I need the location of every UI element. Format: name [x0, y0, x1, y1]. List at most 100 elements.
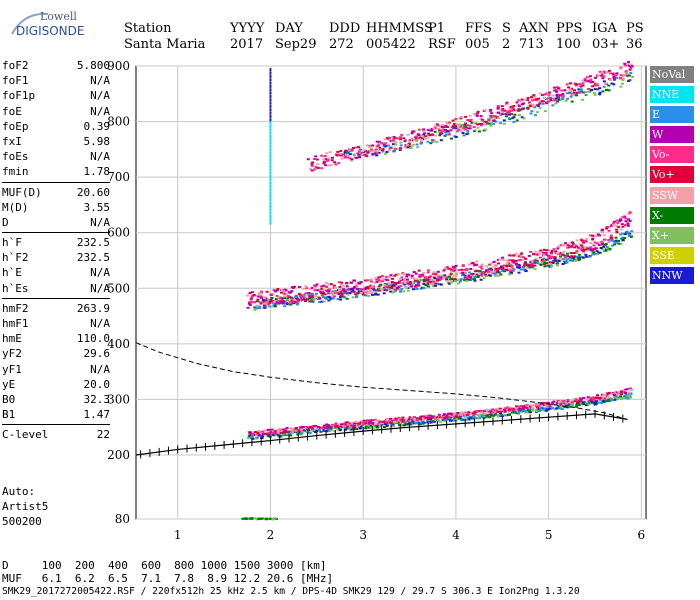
x-echo-2hop	[422, 278, 426, 281]
o-echo-2hop	[256, 298, 260, 301]
o-echo-1hop	[506, 406, 510, 409]
x-echo-1hop	[626, 397, 630, 400]
o-echo-2hop	[534, 257, 538, 260]
o-echo-2hop	[470, 274, 474, 277]
x-echo-3hop	[386, 144, 390, 147]
o-echo-2hop	[512, 261, 516, 264]
o-echo-2hop	[595, 235, 599, 238]
o-echo-1hop	[340, 423, 344, 426]
o-echo-2hop	[553, 256, 557, 259]
o-echo-2hop	[311, 295, 315, 298]
x-echo-1hop	[612, 396, 616, 399]
o-echo-2hop	[592, 244, 596, 247]
o-echo-2hop	[603, 238, 607, 241]
o-echo-2hop	[292, 285, 296, 288]
x-echo-3hop	[581, 98, 585, 101]
o-echo-3hop	[568, 90, 572, 93]
val-yyyy: 2017	[230, 37, 264, 52]
x-echo-3hop	[455, 130, 459, 133]
o-echo-2hop	[262, 304, 266, 307]
o-echo-2hop	[400, 276, 404, 279]
o-echo-1hop	[565, 402, 569, 405]
o-echo-2hop	[471, 261, 475, 264]
o-echo-2hop	[445, 265, 449, 268]
x-echo-2hop	[345, 297, 349, 300]
x-echo-2hop	[262, 299, 266, 302]
o-echo-2hop	[591, 249, 595, 252]
o-echo-2hop	[248, 301, 252, 304]
x-echo-1hop	[410, 421, 414, 424]
o-echo-3hop	[419, 140, 423, 143]
x-echo-1hop	[541, 409, 545, 412]
o-echo-3hop	[508, 107, 512, 110]
o-echo-2hop	[572, 252, 576, 255]
o-echo-2hop	[259, 302, 263, 305]
o-echo-3hop	[406, 133, 410, 136]
noise-column	[269, 161, 272, 165]
o-echo-3hop	[553, 86, 557, 89]
o-echo-2hop	[505, 265, 509, 268]
o-echo-2hop	[514, 252, 518, 255]
o-echo-2hop	[278, 302, 282, 305]
x-echo-3hop	[411, 143, 415, 146]
x-echo-2hop	[382, 292, 386, 295]
o-echo-3hop	[626, 63, 630, 66]
x-echo-1hop	[556, 405, 560, 408]
o-echo-2hop	[570, 245, 574, 248]
o-echo-2hop	[395, 287, 399, 290]
o-echo-3hop	[340, 152, 344, 155]
o-echo-1hop	[347, 423, 351, 426]
x-echo-1hop	[463, 415, 467, 418]
o-echo-2hop	[283, 288, 287, 291]
o-echo-2hop	[454, 275, 458, 278]
o-echo-2hop	[461, 265, 465, 268]
o-echo-2hop	[615, 231, 619, 234]
o-echo-1hop	[586, 397, 590, 400]
o-echo-3hop	[382, 143, 386, 146]
x-echo-2hop	[611, 244, 615, 247]
param-value: N/A	[90, 215, 110, 229]
o-echo-2hop	[431, 272, 435, 275]
o-echo-1hop	[316, 425, 320, 428]
x-echo-1hop	[373, 425, 377, 428]
o-echo-2hop	[469, 276, 473, 279]
x-echo-3hop	[462, 134, 466, 137]
o-echo-2hop	[285, 289, 289, 292]
x-echo-2hop	[445, 278, 449, 281]
o-echo-2hop	[519, 258, 523, 261]
legend-item: X-	[650, 206, 694, 224]
o-echo-2hop	[370, 280, 374, 283]
o-echo-1hop	[334, 422, 338, 425]
o-echo-3hop	[373, 150, 377, 153]
x-echo-1hop	[566, 404, 570, 407]
o-echo-1hop	[528, 405, 532, 408]
x-echo-3hop	[582, 91, 586, 94]
o-echo-1hop	[250, 432, 254, 435]
x-echo-1hop	[308, 432, 312, 435]
x-echo-2hop	[343, 292, 347, 295]
o-echo-1hop	[278, 432, 282, 435]
o-echo-3hop	[451, 119, 455, 122]
o-echo-3hop	[589, 79, 593, 82]
o-echo-1hop	[577, 401, 581, 404]
x-echo-3hop	[504, 115, 508, 118]
x-echo-2hop	[500, 265, 504, 268]
x-echo-1hop	[359, 425, 363, 428]
o-echo-2hop	[493, 265, 497, 268]
o-echo-1hop	[298, 425, 302, 428]
x-echo-2hop	[364, 294, 368, 297]
o-echo-1hop	[436, 416, 440, 419]
o-echo-3hop	[541, 100, 545, 103]
x-echo-2hop	[410, 283, 414, 286]
o-echo-2hop	[573, 246, 577, 249]
x-echo-1hop	[260, 436, 264, 439]
o-echo-3hop	[413, 139, 417, 142]
o-echo-3hop	[468, 114, 472, 117]
o-echo-2hop	[252, 294, 256, 297]
o-echo-2hop	[403, 280, 407, 283]
o-echo-1hop	[302, 426, 306, 429]
param-value: 232.5	[76, 236, 110, 250]
x-echo-2hop	[588, 255, 592, 258]
o-echo-3hop	[500, 113, 504, 116]
o-echo-2hop	[542, 260, 546, 263]
